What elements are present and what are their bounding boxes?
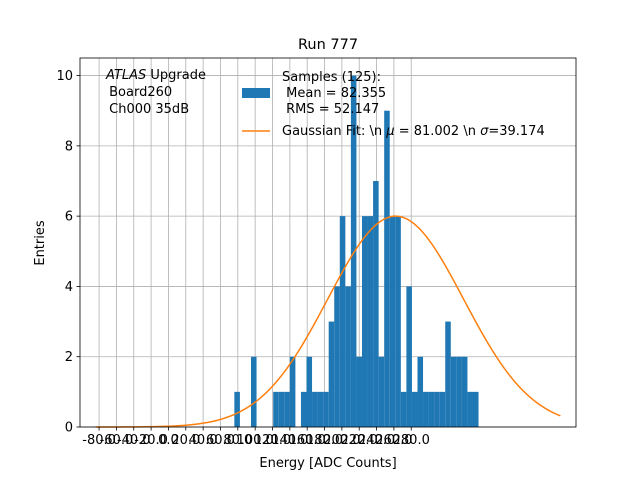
x-tick-label: 0.0 <box>158 433 179 448</box>
histogram-bar <box>312 391 318 427</box>
legend: Samples (125): Mean = 82.355 RMS = 52.14… <box>242 70 545 139</box>
legend-histogram-label-line3: RMS = 52.147 <box>282 102 379 117</box>
histogram-bar <box>317 391 324 427</box>
histogram-bar <box>284 391 290 427</box>
plot-frame <box>79 57 577 428</box>
atlas-annotation-line2: Board260 <box>105 85 172 100</box>
histogram-bar <box>278 391 285 427</box>
histogram-bar <box>323 391 329 427</box>
histogram-bar <box>406 286 412 427</box>
histogram-bar <box>445 321 451 427</box>
legend-histogram-swatch <box>242 88 270 98</box>
x-tick-label: 120.0 <box>254 433 291 448</box>
histogram-bar <box>411 391 418 427</box>
histogram-bar <box>439 391 446 427</box>
histogram-bar <box>289 356 296 427</box>
histogram-bar <box>428 391 435 427</box>
histogram-bar <box>350 75 357 428</box>
x-tick-label: 140.0 <box>271 433 308 448</box>
x-tick-label: 200.0 <box>323 433 360 448</box>
histogram-bar <box>356 356 362 427</box>
histogram-bar <box>472 391 479 427</box>
histogram-bar <box>234 391 240 427</box>
histogram-bar <box>434 391 440 427</box>
histogram-bar <box>400 391 407 427</box>
histogram-bar <box>467 391 473 427</box>
histogram-bar <box>334 286 340 427</box>
histogram-bar <box>339 216 346 427</box>
x-tick-label: -40.0 <box>117 433 151 448</box>
x-tick-label: 260.0 <box>375 433 412 448</box>
chart-title: Run 777 <box>298 37 358 53</box>
legend-histogram-label-line2: Mean = 82.355 <box>282 86 386 101</box>
y-tick-label: 0 <box>65 421 73 436</box>
y-axis-label: Entries <box>33 220 48 266</box>
y-axis-ticks: 0 2 4 6 8 10 <box>56 69 80 436</box>
x-tick-label: 80.0 <box>223 433 252 448</box>
histogram-bar <box>345 286 351 427</box>
histogram-bar <box>250 356 257 427</box>
histogram-bar <box>395 216 401 427</box>
x-tick-label: 160.0 <box>289 433 326 448</box>
y-tick-label: 6 <box>65 210 73 225</box>
atlas-annotation-line3: Ch000 35dB <box>105 102 189 117</box>
y-tick-label: 10 <box>56 69 73 84</box>
y-tick-label: 4 <box>65 280 73 295</box>
x-tick-label: 220.0 <box>341 433 378 448</box>
y-tick-label: 2 <box>65 350 73 365</box>
histogram-bar <box>328 321 335 427</box>
x-tick-label: -60.0 <box>100 433 134 448</box>
x-tick-label: -20.0 <box>134 433 168 448</box>
histogram-bar <box>417 356 424 427</box>
histogram-bar <box>367 216 374 427</box>
histogram-bar <box>373 181 379 427</box>
legend-fit-label: Gaussian Fit: \n μ = 81.002 \n σ=39.174 <box>282 124 545 139</box>
y-tick-label: 8 <box>65 139 73 154</box>
x-tick-label: 20.0 <box>171 433 200 448</box>
histogram-bar <box>456 356 462 427</box>
x-tick-label: 280.0 <box>393 433 430 448</box>
x-axis-ticks: -80.0-60.0-40.0-20.00.020.040.060.080.01… <box>82 427 430 448</box>
histogram-bar <box>389 216 396 427</box>
x-tick-label: 180.0 <box>306 433 343 448</box>
x-axis-label: Energy [ADC Counts] <box>259 456 396 471</box>
histogram-bar <box>450 356 457 427</box>
gaussian-fit-line <box>95 215 561 428</box>
x-tick-label: 40.0 <box>189 433 218 448</box>
x-tick-label: -80.0 <box>82 433 116 448</box>
atlas-annotation-line1: ATLAS Upgrade <box>105 68 206 83</box>
histogram-bar <box>423 391 429 427</box>
x-tick-label: 100.0 <box>237 433 274 448</box>
histogram-bar <box>273 391 279 427</box>
x-tick-label: 240.0 <box>358 433 395 448</box>
histogram-bar <box>378 356 385 427</box>
histogram-bar <box>384 110 390 427</box>
legend-histogram-label-line1: Samples (125): <box>282 70 381 85</box>
histogram-bar <box>361 216 368 427</box>
x-tick-label: 60.0 <box>206 433 235 448</box>
histogram-bar <box>461 356 468 427</box>
histogram-bars <box>234 75 479 428</box>
histogram-bar <box>306 356 313 427</box>
histogram-bar <box>300 391 307 427</box>
